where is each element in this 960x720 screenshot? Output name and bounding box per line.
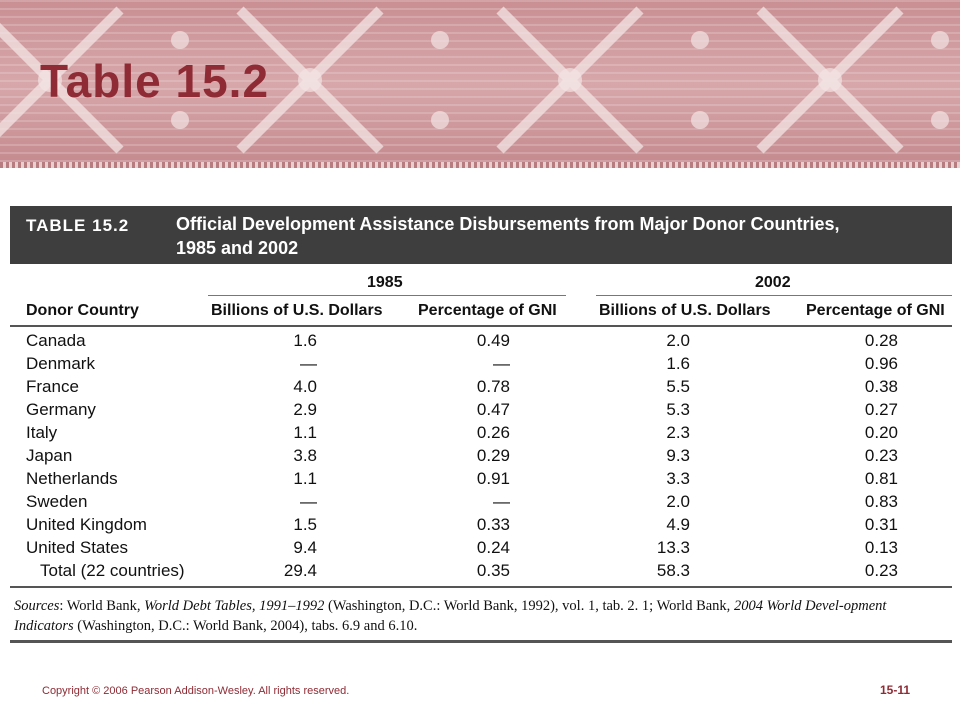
cell-percent-1985: 0.49 <box>476 331 510 350</box>
cell-percent-1985: 0.47 <box>476 400 510 419</box>
cell-country: Netherlands <box>26 469 118 488</box>
table-bottom-rule <box>10 586 952 588</box>
slide-title: Table 15.2 <box>40 55 270 107</box>
table-row: Sweden — — 2.0 0.83 <box>0 492 960 515</box>
cell-billions-2002: 2.3 <box>666 423 690 442</box>
sources-ref2: 2004 World Devel-opment Indicators <box>14 598 887 634</box>
cell-billions-2002: 5.3 <box>666 400 690 419</box>
cell-percent-1985: 0.26 <box>476 423 510 442</box>
column-header-billions-1985: Billions of U.S. Dollars <box>211 302 383 319</box>
cell-billions-2002: 13.3 <box>656 538 690 557</box>
table-row: France 4.0 0.78 5.5 0.38 <box>0 377 960 400</box>
sources-part2: (Washington, D.C.: World Bank, 1992), vo… <box>324 598 734 614</box>
cell-percent-2002: 0.31 <box>864 515 898 534</box>
cell-country: Total (22 countries) <box>40 561 185 580</box>
cell-country: United States <box>26 538 129 557</box>
cell-billions-1985: 1.6 <box>293 331 317 350</box>
year-rule-2002 <box>596 295 952 296</box>
cell-country: Canada <box>26 331 86 350</box>
cell-billions-2002: 2.0 <box>666 331 690 350</box>
table-title-line1: Official Development Assistance Disburse… <box>176 214 840 234</box>
column-header-percent-2002: Percentage of GNI <box>806 302 945 319</box>
cell-country: France <box>26 377 79 396</box>
table-row: Germany 2.9 0.47 5.3 0.27 <box>0 400 960 423</box>
cell-billions-1985: 1.1 <box>293 469 317 488</box>
cell-percent-2002: 0.81 <box>864 469 898 488</box>
table-label: TABLE 15.2 <box>26 216 130 235</box>
cell-billions-2002: 1.6 <box>666 354 690 373</box>
woven-pattern-icon <box>0 6 949 154</box>
cell-country: Sweden <box>26 492 88 511</box>
year-header-2002: 2002 <box>755 274 791 291</box>
cell-percent-2002: 0.20 <box>864 423 898 442</box>
header-rule <box>10 325 952 327</box>
cell-percent-1985: 0.78 <box>476 377 510 396</box>
cell-percent-2002: 0.28 <box>864 331 898 350</box>
cell-percent-2002: 0.23 <box>864 446 898 465</box>
table-row: United States 9.4 0.24 13.3 0.13 <box>0 538 960 561</box>
cell-percent-1985: 0.91 <box>476 469 510 488</box>
banner-border <box>0 162 960 168</box>
cell-billions-1985: 29.4 <box>283 561 317 580</box>
table-title-line2: 1985 and 2002 <box>176 238 299 258</box>
cell-billions-2002: 3.3 <box>666 469 690 488</box>
cell-billions-2002: 5.5 <box>666 377 690 396</box>
cell-percent-2002: 0.38 <box>864 377 898 396</box>
cell-country: Germany <box>26 400 96 419</box>
year-rule-1985 <box>208 295 566 296</box>
cell-country: Japan <box>26 446 73 465</box>
column-header-billions-2002: Billions of U.S. Dollars <box>599 302 771 319</box>
cell-country: Denmark <box>26 354 95 373</box>
sources-ref1: World Debt Tables, 1991–1992 <box>144 598 325 614</box>
cell-billions-2002: 9.3 <box>666 446 690 465</box>
cell-percent-2002: 0.96 <box>864 354 898 373</box>
cell-billions-1985: — <box>300 354 317 373</box>
cell-billions-1985: 3.8 <box>293 446 317 465</box>
cell-billions-2002: 2.0 <box>666 492 690 511</box>
sources-bottom-rule <box>10 640 952 643</box>
cell-percent-1985: — <box>493 492 510 511</box>
page-number: 15-11 <box>880 683 911 697</box>
sources-part3: (Washington, D.C.: World Bank, 2004), ta… <box>73 618 418 634</box>
cell-billions-1985: 1.5 <box>293 515 317 534</box>
sources-part1: : World Bank, <box>59 598 145 614</box>
table-header-band: TABLE 15.2 Official Development Assistan… <box>10 206 952 264</box>
cell-billions-1985: 4.0 <box>293 377 317 396</box>
cell-country: United Kingdom <box>26 515 147 534</box>
year-header-1985: 1985 <box>367 274 403 291</box>
table-row: Netherlands 1.1 0.91 3.3 0.81 <box>0 469 960 492</box>
cell-percent-1985: 0.35 <box>476 561 510 580</box>
decorative-banner <box>0 0 960 168</box>
table-row: Denmark — — 1.6 0.96 <box>0 354 960 377</box>
table-row: Italy 1.1 0.26 2.3 0.20 <box>0 423 960 446</box>
column-header-country: Donor Country <box>26 302 139 319</box>
cell-percent-1985: — <box>493 354 510 373</box>
cell-percent-2002: 0.13 <box>864 538 898 557</box>
table-row: Canada 1.6 0.49 2.0 0.28 <box>0 331 960 354</box>
cell-billions-1985: 1.1 <box>293 423 317 442</box>
cell-percent-1985: 0.24 <box>476 538 510 557</box>
column-header-percent-1985: Percentage of GNI <box>418 302 557 319</box>
cell-billions-1985: 9.4 <box>293 538 317 557</box>
sources-note: Sources: World Bank, World Debt Tables, … <box>14 596 944 636</box>
cell-percent-2002: 0.23 <box>864 561 898 580</box>
sources-label: Sources <box>14 598 60 614</box>
table-row: Total (22 countries) 29.4 0.35 58.3 0.23 <box>0 561 960 584</box>
cell-percent-1985: 0.33 <box>476 515 510 534</box>
cell-percent-2002: 0.27 <box>864 400 898 419</box>
cell-percent-1985: 0.29 <box>476 446 510 465</box>
cell-billions-1985: 2.9 <box>293 400 317 419</box>
cell-billions-1985: — <box>300 492 317 511</box>
cell-billions-2002: 58.3 <box>656 561 690 580</box>
cell-billions-2002: 4.9 <box>666 515 690 534</box>
table-row: Japan 3.8 0.29 9.3 0.23 <box>0 446 960 469</box>
cell-country: Italy <box>26 423 58 442</box>
cell-percent-2002: 0.83 <box>864 492 898 511</box>
copyright-notice: Copyright © 2006 Pearson Addison-Wesley.… <box>42 685 350 697</box>
table-row: United Kingdom 1.5 0.33 4.9 0.31 <box>0 515 960 538</box>
